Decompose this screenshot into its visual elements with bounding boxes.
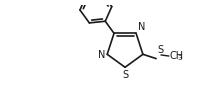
Text: N: N [138, 22, 145, 32]
Text: CH: CH [170, 51, 184, 61]
Text: N: N [98, 50, 105, 60]
Text: S: S [122, 70, 128, 80]
Text: 3: 3 [177, 55, 182, 61]
Text: S: S [157, 45, 163, 55]
